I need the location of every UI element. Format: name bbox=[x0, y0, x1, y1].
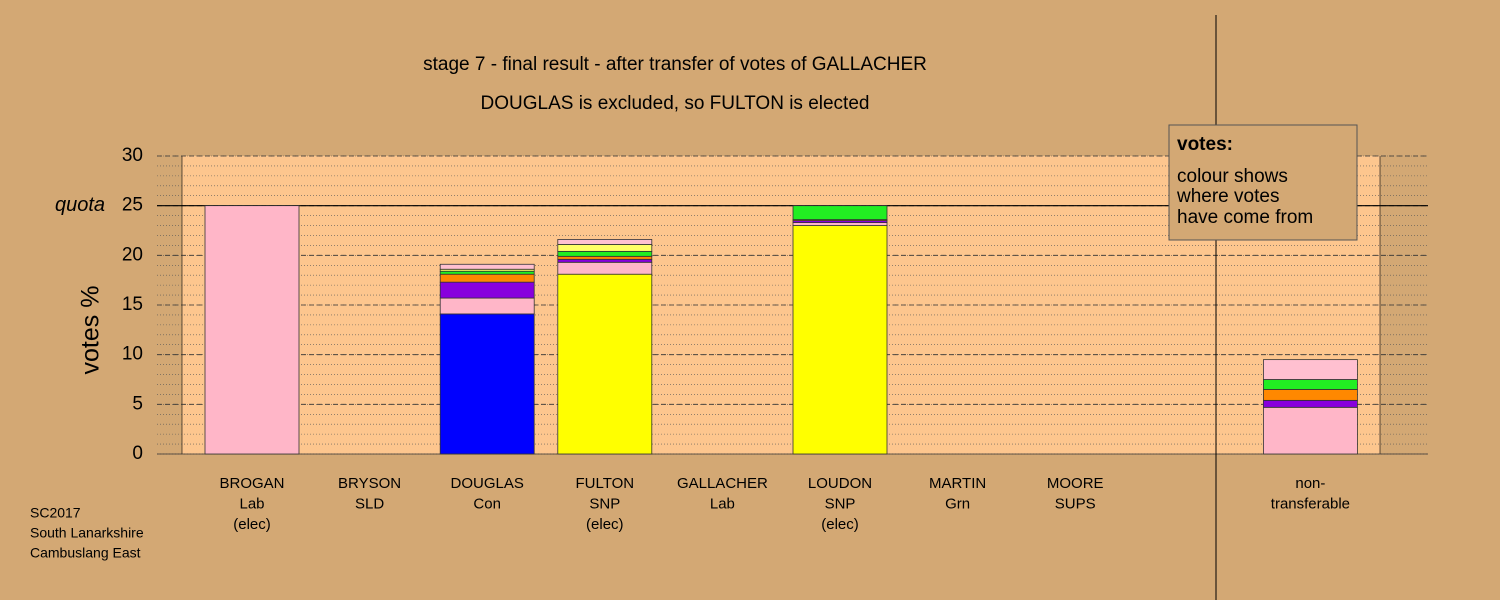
bar-segment bbox=[1263, 389, 1358, 401]
bar-segment bbox=[1263, 359, 1358, 380]
quota-label: quota bbox=[55, 194, 105, 216]
x-tick-label: SNP bbox=[589, 495, 620, 512]
bar-segment bbox=[557, 261, 653, 275]
bar-segment bbox=[792, 205, 888, 220]
x-tick-label: FULTON bbox=[575, 475, 634, 492]
x-tick-label: Con bbox=[473, 495, 501, 512]
bar-segment bbox=[439, 263, 535, 270]
x-tick-label: (elec) bbox=[233, 516, 271, 533]
bar-segment bbox=[439, 273, 535, 283]
bar-segment bbox=[792, 222, 888, 226]
chart-subtitle: DOUGLAS is excluded, so FULTON is electe… bbox=[481, 93, 870, 114]
x-tick-label: Lab bbox=[710, 495, 735, 512]
x-tick-label: BRYSON bbox=[338, 475, 401, 492]
bar-segment bbox=[439, 281, 535, 299]
y-tick-label: 5 bbox=[132, 393, 143, 414]
legend-title: votes: bbox=[1177, 134, 1233, 155]
bar-segment bbox=[204, 205, 300, 455]
x-tick-label: Lab bbox=[239, 495, 264, 512]
y-tick-label: 30 bbox=[122, 145, 143, 166]
y-tick-label: 20 bbox=[122, 244, 143, 265]
x-tick-label: LOUDON bbox=[808, 475, 872, 492]
y-tick-label: 25 bbox=[122, 195, 143, 216]
x-tick-label: Grn bbox=[945, 495, 970, 512]
bar-segment bbox=[557, 255, 653, 260]
y-tick-label: 0 bbox=[132, 443, 143, 464]
bar-segment bbox=[557, 250, 653, 257]
bar-segment bbox=[439, 297, 535, 315]
bar-segment bbox=[557, 244, 653, 252]
bar-segment bbox=[557, 239, 653, 245]
legend-text: have come from bbox=[1177, 207, 1313, 228]
bar-segment bbox=[557, 273, 653, 455]
x-tick-label: SNP bbox=[825, 495, 856, 512]
y-tick-label: 15 bbox=[122, 294, 143, 315]
bar-segment bbox=[1263, 406, 1358, 455]
bar-segment bbox=[439, 313, 535, 455]
footer-text: Cambuslang East bbox=[30, 545, 141, 561]
bar-segment bbox=[1263, 399, 1358, 408]
bar-segment bbox=[439, 270, 535, 275]
bar-segment bbox=[792, 225, 888, 455]
bars bbox=[204, 205, 1358, 455]
x-tick-label: DOUGLAS bbox=[451, 475, 524, 492]
chart-title: stage 7 - final result - after transfer … bbox=[423, 54, 927, 75]
x-tick-label: (elec) bbox=[586, 516, 624, 533]
x-tick-label: GALLACHER bbox=[677, 475, 768, 492]
x-tick-label: transferable bbox=[1271, 495, 1350, 512]
x-tick-label: SUPS bbox=[1055, 495, 1096, 512]
x-tick-label: SLD bbox=[355, 495, 384, 512]
x-tick-label: (elec) bbox=[821, 516, 859, 533]
legend-text: colour shows bbox=[1177, 166, 1288, 187]
y-tick-label: 10 bbox=[122, 344, 143, 365]
bar-segment bbox=[557, 258, 653, 263]
x-tick-label: BROGAN bbox=[219, 475, 284, 492]
legend-box bbox=[1168, 124, 1358, 241]
footer-text: SC2017 bbox=[30, 505, 81, 521]
bar-segment bbox=[1263, 379, 1358, 390]
footer-text: South Lanarkshire bbox=[30, 525, 144, 541]
x-tick-label: non- bbox=[1295, 475, 1325, 492]
x-tick-label: MARTIN bbox=[929, 475, 986, 492]
y-axis-label: votes % bbox=[77, 286, 105, 375]
x-tick-label: MOORE bbox=[1047, 475, 1104, 492]
legend-text: where votes bbox=[1176, 186, 1279, 207]
